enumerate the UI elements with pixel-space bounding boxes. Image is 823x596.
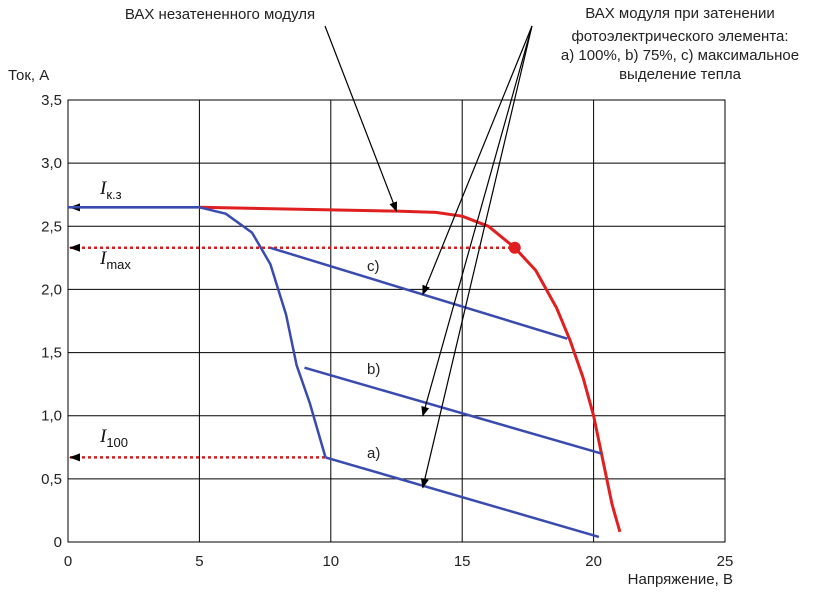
curve-label-a: a) [367,445,380,462]
x-tick-label: 0 [64,553,72,570]
series-unshaded [199,205,622,533]
label-isc: Iк.з [99,178,122,202]
annotations [324,25,533,489]
curves [68,205,622,539]
pointer-shaded-b [421,25,533,417]
tick-labels: 0 5 10 15 20 25 0,5 1,0 1,5 2,0 2,5 3,0 3,5 0 [41,92,733,570]
label-isc-sub: к.з [106,187,121,202]
series-b [304,366,602,455]
curve-label-c: c) [367,258,380,275]
label-imax-sub: max [106,257,131,272]
annotation-shaded-line-2: а) 100%, b) 75%, с) максимальное [561,47,799,64]
y-tick-label: 2,0 [41,281,62,298]
annotation-shaded-title: ВАХ модуля при затенении [585,5,775,22]
series-c [270,246,568,340]
y-tick-label: 2,5 [41,218,62,235]
label-i100-main: I [99,426,108,447]
x-axis-label: Напряжение, В [628,571,733,588]
plot-frame [67,99,726,543]
pointer-shaded-c [422,25,533,296]
grid [67,99,726,543]
label-imax: Imax [99,248,131,272]
label-imax-main: I [99,248,108,269]
y-tick-label: 1,5 [41,345,62,362]
guide-arrow-i100 [69,453,80,462]
y-axis-label: Ток, А [8,67,49,84]
y-tick-label: 1,0 [41,408,62,425]
x-tick-label: 15 [454,553,471,570]
mpp-marker [508,241,521,254]
y-tick-label: 0 [54,534,62,551]
series-a [325,456,600,539]
pointer-shaded-a [420,25,533,489]
x-tick-label: 10 [322,553,339,570]
annotation-unshaded: ВАХ незатененного модуля [125,6,315,23]
annotation-shaded-line-1: фотоэлектрического элемента: [571,28,788,45]
series-shaded [68,206,327,458]
x-tick-label: 25 [717,553,734,570]
x-tick-label: 20 [585,553,602,570]
x-tick-label: 5 [195,553,203,570]
y-tick-label: 3,0 [41,155,62,172]
annotation-shaded-line-3: выделение тепла [619,66,742,83]
guide-arrow-imax [69,243,80,252]
y-tick-label: 3,5 [41,92,62,109]
label-i100: I100 [99,426,128,450]
curve-label-b: b) [367,361,380,378]
label-i100-sub: 100 [106,435,128,450]
y-tick-label: 0,5 [41,471,62,488]
label-isc-main: I [99,178,108,199]
pointer-unshaded [324,25,398,213]
guide-lines [69,203,515,462]
